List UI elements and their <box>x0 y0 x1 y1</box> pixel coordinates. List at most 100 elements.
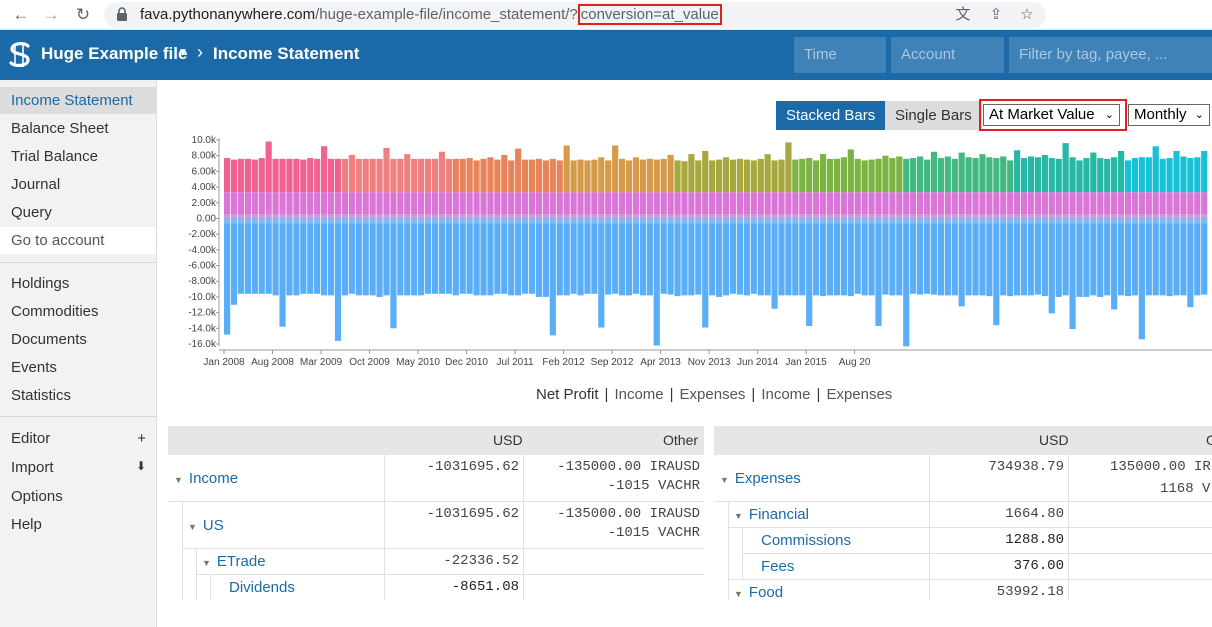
income-bar-segment[interactable] <box>619 192 626 215</box>
income-bar-segment[interactable] <box>667 214 674 217</box>
expense-bar-segment[interactable] <box>1194 218 1201 224</box>
income-bar-segment[interactable] <box>1000 156 1007 193</box>
expense-bar-segment[interactable] <box>369 218 376 224</box>
income-bar-segment[interactable] <box>660 192 667 215</box>
income-bar-segment[interactable] <box>861 160 868 193</box>
income-bar-segment[interactable] <box>854 216 861 219</box>
income-bar-segment[interactable] <box>896 214 903 217</box>
sidebar-item-holdings[interactable]: Holdings <box>11 275 70 292</box>
expense-bar-segment[interactable] <box>993 218 1000 224</box>
expense-bar-segment[interactable] <box>868 218 875 224</box>
income-bar-segment[interactable] <box>930 214 938 217</box>
income-bar-segment[interactable] <box>958 216 965 219</box>
income-bar-segment[interactable] <box>1104 216 1111 219</box>
income-bar-segment[interactable] <box>605 214 612 217</box>
expense-bar-segment[interactable] <box>1104 218 1111 224</box>
reload-icon[interactable]: ↻ <box>75 5 91 24</box>
income-bar-segment[interactable] <box>979 214 986 217</box>
income-bar-segment[interactable] <box>986 157 993 193</box>
income-bar-segment[interactable] <box>854 158 861 193</box>
income-bar-segment[interactable] <box>521 214 529 217</box>
expense-bar[interactable] <box>667 223 674 295</box>
income-bar-segment[interactable] <box>993 214 1000 217</box>
income-bar-segment[interactable] <box>1062 143 1069 193</box>
collapse-triangle-icon[interactable]: ▼ <box>734 589 743 599</box>
income-bar-segment[interactable] <box>424 216 432 219</box>
expense-bar[interactable] <box>806 223 813 326</box>
income-bar-segment[interactable] <box>515 214 522 217</box>
go-to-account-input[interactable]: Go to account <box>0 227 156 254</box>
income-bar-segment[interactable] <box>875 158 882 193</box>
income-bar-segment[interactable] <box>632 157 640 193</box>
expense-bar[interactable] <box>910 223 917 294</box>
income-bar-segment[interactable] <box>722 192 730 215</box>
income-bar-segment[interactable] <box>709 160 716 193</box>
income-bar-segment[interactable] <box>1124 214 1132 217</box>
income-bar-segment[interactable] <box>709 214 716 217</box>
expense-bar-segment[interactable] <box>480 218 487 224</box>
account-name[interactable]: Commissions <box>761 532 852 549</box>
income-bar-segment[interactable] <box>1034 192 1042 215</box>
income-bar-segment[interactable] <box>542 192 549 215</box>
income-bar-segment[interactable] <box>341 192 349 215</box>
expense-bar[interactable] <box>1166 223 1173 297</box>
income-bar-segment[interactable] <box>1117 192 1125 215</box>
expense-bar-segment[interactable] <box>501 218 508 224</box>
income-bar-segment[interactable] <box>889 158 896 193</box>
income-bar-segment[interactable] <box>556 160 563 193</box>
income-bar-segment[interactable] <box>293 216 300 219</box>
income-bar-segment[interactable] <box>404 192 411 215</box>
expense-bar[interactable] <box>743 223 750 296</box>
expense-bar[interactable] <box>875 223 882 326</box>
income-bar-segment[interactable] <box>854 192 861 215</box>
income-bar-segment[interactable] <box>272 192 279 215</box>
income-bar-segment[interactable] <box>251 159 258 193</box>
expense-bar[interactable] <box>958 223 965 307</box>
income-bar-segment[interactable] <box>667 192 674 215</box>
income-bar-segment[interactable] <box>605 216 612 219</box>
expense-bar-segment[interactable] <box>355 218 362 224</box>
address-bar[interactable]: fava.pythonanywhere.com/huge-example-fil… <box>104 2 1046 28</box>
expense-bar[interactable] <box>653 223 660 346</box>
table-row[interactable]: ▼ US <box>188 517 224 534</box>
income-bar-segment[interactable] <box>265 141 272 193</box>
expense-bar-segment[interactable] <box>605 218 612 224</box>
income-bar-segment[interactable] <box>487 192 494 215</box>
expense-bar[interactable] <box>591 223 598 294</box>
expense-bar[interactable] <box>785 223 792 296</box>
expense-bar[interactable] <box>1007 223 1014 297</box>
translate-icon[interactable]: 文 <box>955 6 971 23</box>
expense-bar-segment[interactable] <box>418 218 425 224</box>
expense-bar-segment[interactable] <box>799 218 806 224</box>
expense-bar-segment[interactable] <box>674 218 681 224</box>
income-bar-segment[interactable] <box>813 214 820 217</box>
expense-bar[interactable] <box>722 223 730 296</box>
expense-bar-segment[interactable] <box>826 218 834 224</box>
income-bar-segment[interactable] <box>688 192 695 215</box>
income-bar-segment[interactable] <box>646 158 653 193</box>
income-bar-segment[interactable] <box>466 216 473 219</box>
income-bar-segment[interactable] <box>778 216 785 219</box>
income-bar-segment[interactable] <box>300 192 307 215</box>
sidebar-item-income-statement[interactable]: Income Statement <box>0 87 156 114</box>
income-bar-segment[interactable] <box>1152 214 1159 217</box>
expense-bar-segment[interactable] <box>515 218 522 224</box>
income-bar-segment[interactable] <box>237 216 245 219</box>
income-bar-segment[interactable] <box>577 192 584 215</box>
income-bar-segment[interactable] <box>494 159 501 193</box>
expense-bar-segment[interactable] <box>424 218 432 224</box>
expense-bar-segment[interactable] <box>563 218 570 224</box>
income-bar-segment[interactable] <box>528 216 536 219</box>
income-bar-segment[interactable] <box>826 216 834 219</box>
expense-bar-segment[interactable] <box>875 218 882 224</box>
income-bar-segment[interactable] <box>293 214 300 217</box>
income-bar-segment[interactable] <box>868 216 875 219</box>
expense-bar[interactable] <box>279 223 286 327</box>
income-bar-segment[interactable] <box>1187 216 1194 219</box>
income-bar-segment[interactable] <box>1090 192 1097 215</box>
income-bar-segment[interactable] <box>632 192 640 215</box>
forward-icon[interactable]: → <box>42 5 60 24</box>
income-bar-segment[interactable] <box>951 158 958 193</box>
income-bar-segment[interactable] <box>639 192 646 215</box>
income-bar-segment[interactable] <box>819 192 827 215</box>
